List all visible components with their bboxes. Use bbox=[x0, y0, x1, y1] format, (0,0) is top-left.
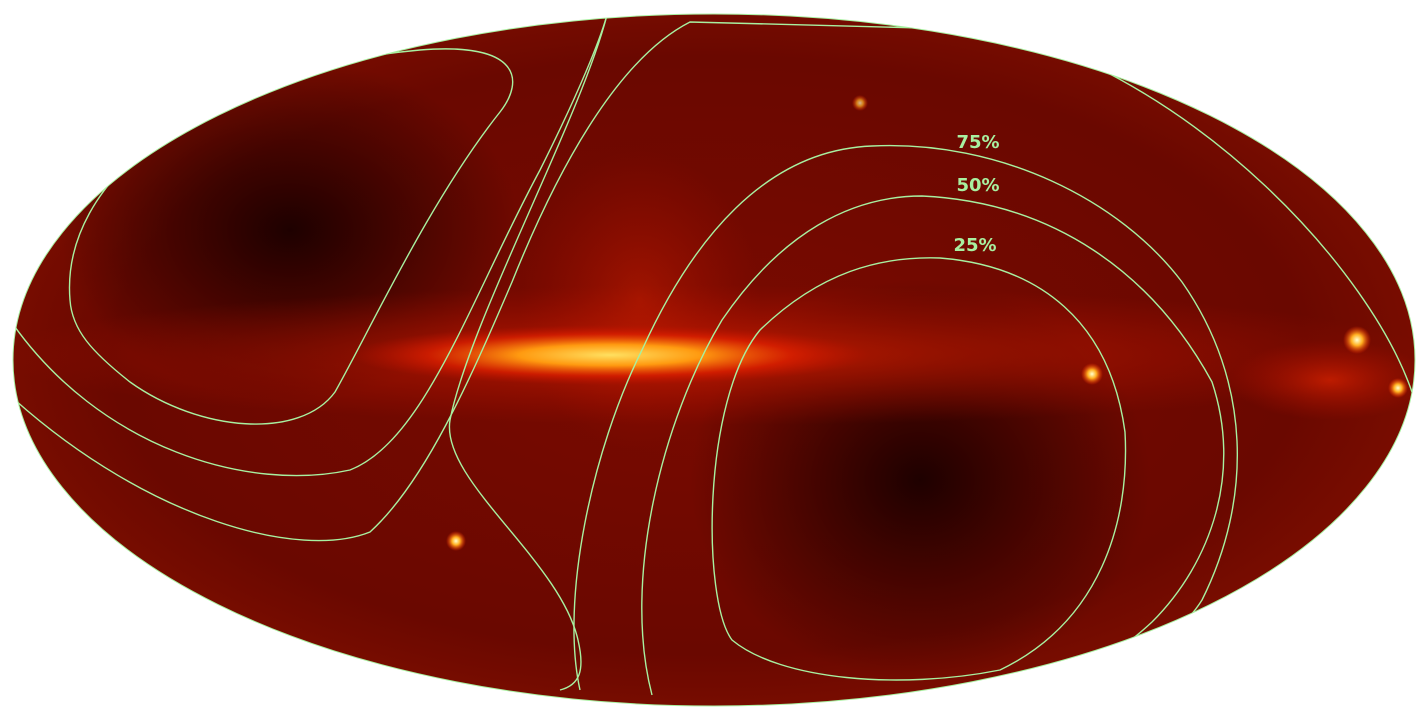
galactic-glow bbox=[1230, 340, 1415, 420]
contour-line bbox=[448, 14, 608, 691]
bright-source bbox=[1081, 363, 1103, 385]
bright-source bbox=[852, 95, 868, 111]
bright-source bbox=[1388, 378, 1408, 398]
contour-line bbox=[14, 21, 1413, 542]
galactic-bulge bbox=[520, 150, 760, 450]
bright-source bbox=[446, 531, 466, 551]
contour-line bbox=[13, 14, 608, 477]
contour-label: 25% bbox=[953, 235, 996, 256]
contour-line bbox=[711, 257, 1127, 681]
sky-outline bbox=[12, 13, 1416, 707]
galactic-plane bbox=[350, 325, 870, 385]
contour-line bbox=[641, 195, 1225, 706]
bright-source bbox=[1343, 326, 1371, 354]
contour-label: 75% bbox=[956, 132, 999, 153]
contour-label: 50% bbox=[956, 175, 999, 196]
